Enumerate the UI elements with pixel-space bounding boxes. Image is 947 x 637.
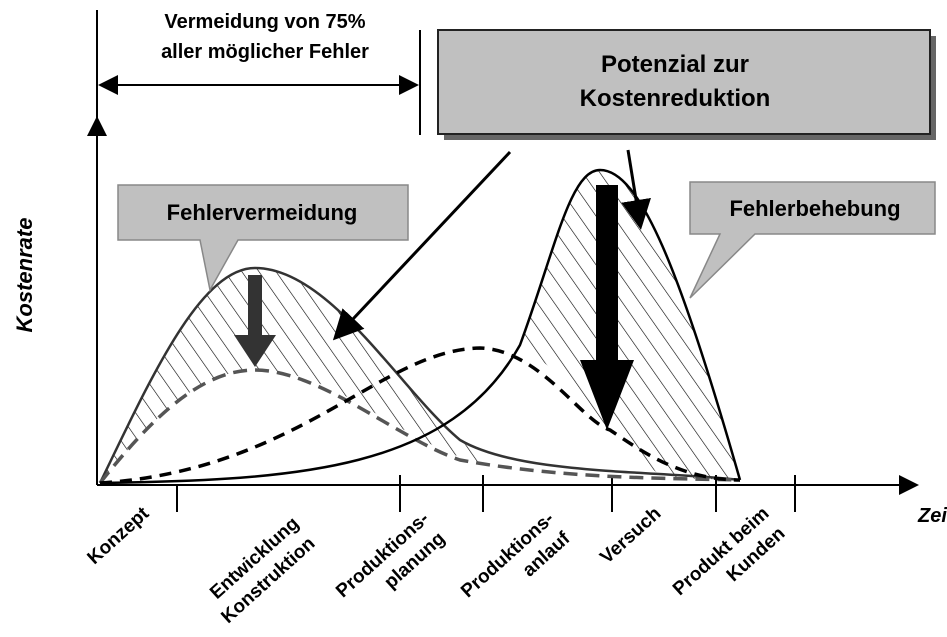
block-arrow-left: [234, 275, 276, 367]
pointer-arrow: [332, 150, 512, 341]
axes: [87, 116, 919, 512]
callout-text: Fehlervermeidung: [167, 200, 358, 225]
potential-box: [437, 29, 931, 135]
block-arrow-right: [580, 185, 634, 430]
pointer-arrow: [621, 149, 651, 230]
x-axis-label: Zeit: [917, 505, 947, 527]
header-text: Vermeidung von 75%: [164, 11, 365, 33]
callout-left: [117, 184, 409, 293]
phase-label: Konzept: [84, 503, 154, 569]
callout-text: Fehlerbehebung: [729, 196, 900, 221]
hatch-right: [520, 170, 740, 480]
callout-right: [689, 181, 936, 299]
potential-text: Potenzial zur: [601, 51, 749, 78]
phase-label: Versuch: [596, 503, 665, 568]
hatch-left: [100, 268, 490, 483]
y-axis-label: Kostenrate: [12, 218, 37, 333]
header-bracket: [96, 10, 421, 135]
header-text: aller möglicher Fehler: [161, 41, 369, 63]
potential-text: Kostenreduktion: [580, 85, 771, 112]
